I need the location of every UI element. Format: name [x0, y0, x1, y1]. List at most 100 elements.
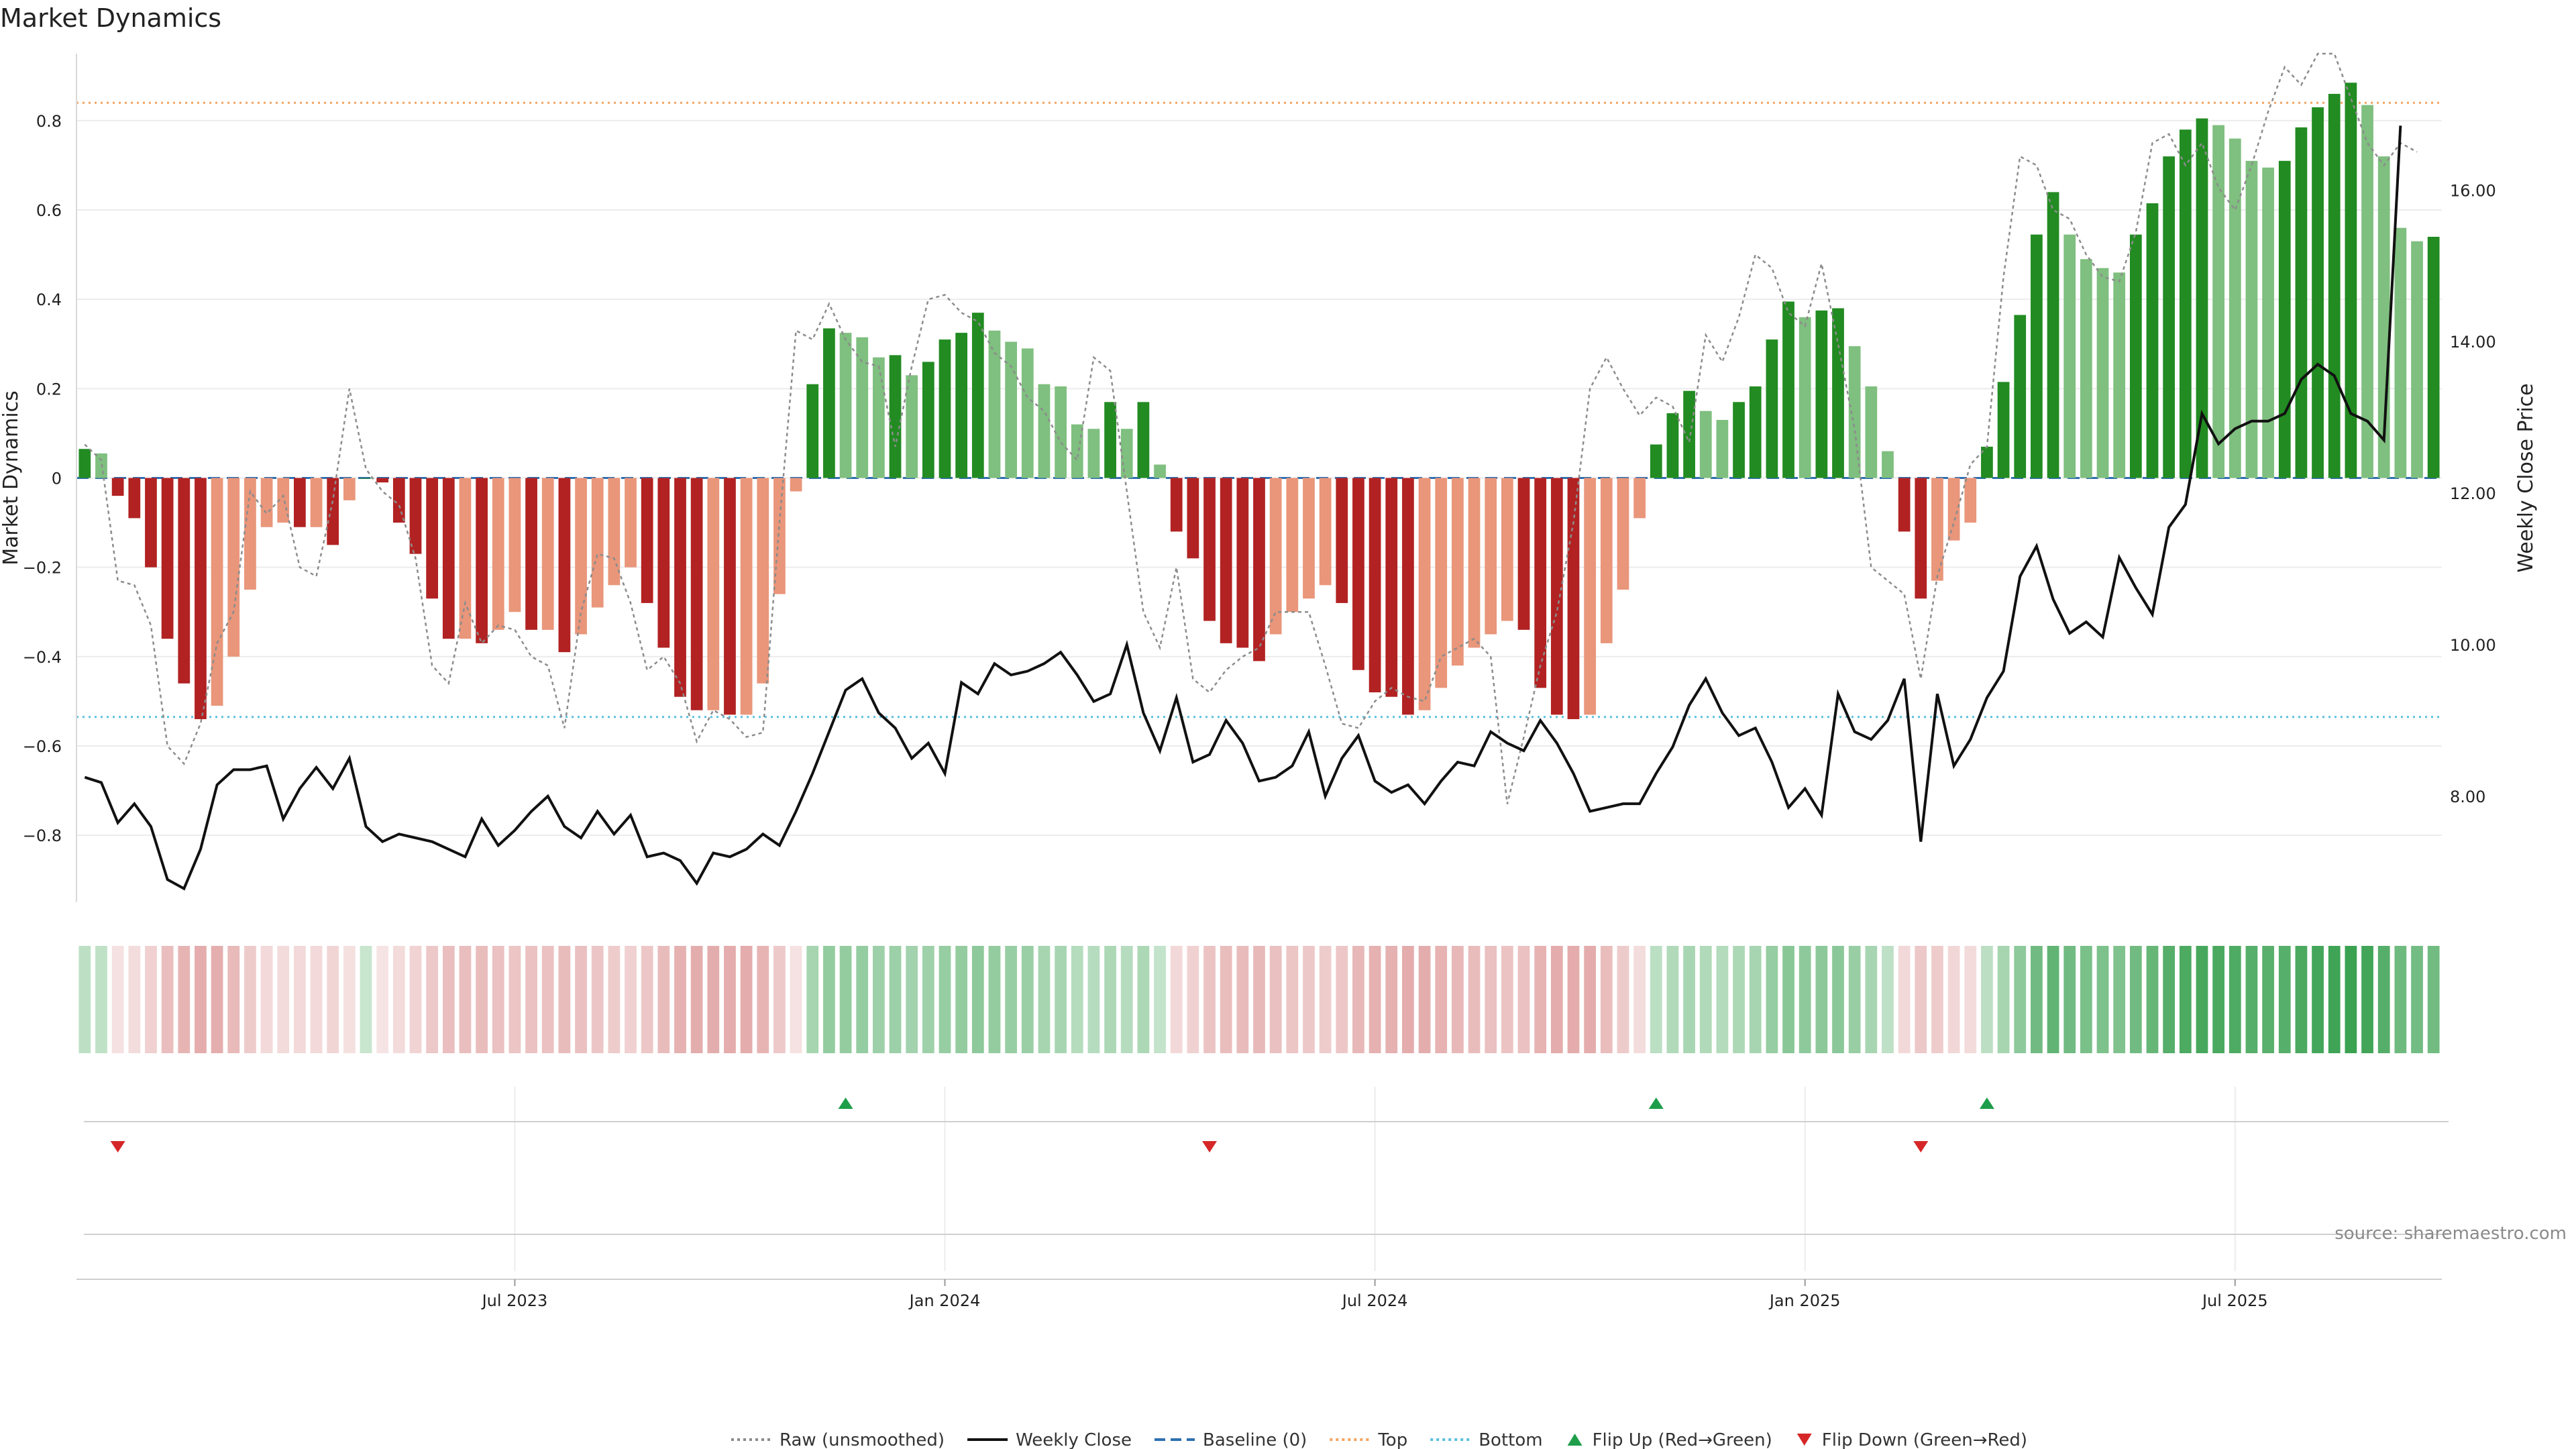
- heat-strip-cell: [1567, 946, 1580, 1053]
- heat-strip-cell: [1733, 946, 1745, 1053]
- market-dynamics-bar: [657, 478, 670, 648]
- heat-strip-cell: [1104, 946, 1116, 1053]
- heat-strip-cell: [757, 946, 769, 1053]
- market-dynamics-bar: [2031, 234, 2043, 478]
- heat-strip-cell: [293, 946, 306, 1053]
- heat-strip-cell: [1600, 946, 1613, 1053]
- flip-up-marker: [1648, 1097, 1664, 1109]
- heat-strip-cell: [1617, 946, 1629, 1053]
- heat-strip-cell: [1898, 946, 1911, 1053]
- market-dynamics-bar: [558, 478, 571, 653]
- market-dynamics-bar: [2328, 93, 2341, 478]
- heat-strip-cell: [392, 946, 405, 1053]
- market-dynamics-bar: [790, 478, 802, 492]
- market-dynamics-bar: [922, 362, 934, 478]
- heat-strip-cell: [1964, 946, 1977, 1053]
- heat-strip-cell: [409, 946, 422, 1053]
- market-dynamics-bar: [1633, 478, 1646, 519]
- heat-strip-cell: [1517, 946, 1530, 1053]
- heat-strip-cell: [988, 946, 1001, 1053]
- heat-strip-cell: [277, 946, 290, 1053]
- axes: −0.8 −0.6 −0.4 −0.2 0 0.2 0.4 0.6 0.8 8.00 10.00 12…: [0, 54, 2538, 902]
- market-dynamics-bar: [955, 333, 968, 478]
- y-tick-label: 0.2: [36, 380, 62, 398]
- heat-strip-cell: [591, 946, 604, 1053]
- heat-strip-cell: [360, 946, 372, 1053]
- heat-strip-cell: [971, 946, 984, 1053]
- heat-strip-cell: [856, 946, 869, 1053]
- market-dynamics-bar: [839, 333, 852, 478]
- heat-strip-cell: [690, 946, 703, 1053]
- market-dynamics-bar: [1501, 478, 1513, 621]
- heat-strip-cell: [773, 946, 786, 1053]
- legend-item: Raw (unsmoothed): [731, 1430, 945, 1449]
- y2-tick-label: 10.00: [2450, 636, 2496, 655]
- heat-strip-cell: [111, 946, 124, 1053]
- heat-strip-cell: [1468, 946, 1481, 1053]
- market-dynamics-bar: [2229, 138, 2241, 478]
- legend-label: Flip Up (Red→Green): [1593, 1430, 1772, 1449]
- market-dynamics-bar: [1319, 478, 1332, 586]
- flip-down-legend-icon: [1796, 1434, 1812, 1446]
- market-dynamics-bar: [971, 313, 984, 478]
- y-tick-label: 0.8: [36, 112, 62, 131]
- heat-strip-cell: [906, 946, 918, 1053]
- legend-label: Weekly Close: [1016, 1430, 1132, 1449]
- market-dynamics-bar: [1865, 386, 1878, 478]
- market-dynamics-bar: [2146, 203, 2159, 478]
- heat-strip-cell: [1187, 946, 1199, 1053]
- heat-strip-cell: [2394, 946, 2407, 1053]
- market-dynamics-bar: [988, 330, 1001, 478]
- heat-strip-cell: [2014, 946, 2027, 1053]
- heat-strip-cell: [227, 946, 240, 1053]
- heat-strip-cell: [839, 946, 852, 1053]
- heat-strip-cell: [376, 946, 389, 1053]
- x-tick-label: Jan 2024: [908, 1291, 981, 1310]
- heat-strip-cell: [1435, 946, 1448, 1053]
- market-dynamics-bar: [707, 478, 720, 710]
- market-dynamics-bar: [625, 478, 637, 568]
- heat-strip-cell: [2113, 946, 2126, 1053]
- market-dynamics-bar: [2361, 105, 2373, 478]
- market-dynamics-bar: [1898, 478, 1911, 532]
- y-tick-label: −0.4: [23, 648, 62, 667]
- heat-strip-cell: [1402, 946, 1414, 1053]
- legend: Raw (unsmoothed) Weekly Close Baseline (0)…: [731, 1430, 2027, 1449]
- heat-strip-cell: [260, 946, 273, 1053]
- legend-label: Flip Down (Green→Red): [1822, 1430, 2027, 1449]
- market-dynamics-bar: [724, 478, 736, 715]
- market-dynamics-bar: [1220, 478, 1232, 643]
- heat-strip-cell: [2278, 946, 2291, 1053]
- market-dynamics-bar: [1385, 478, 1398, 697]
- y-tick-label: −0.6: [23, 737, 62, 756]
- x-axis: Jul 2023 Jan 2024 Jul 2024 Jan 2025 Jul 2025: [76, 1279, 2442, 1310]
- flip-down-marker: [110, 1141, 125, 1152]
- heat-strip-cell: [1550, 946, 1563, 1053]
- market-dynamics-bar: [2179, 129, 2192, 478]
- market-dynamics-bar: [674, 478, 686, 697]
- market-dynamics-bar: [1964, 478, 1977, 523]
- x-tick-label: Jul 2024: [1341, 1291, 1408, 1310]
- legend-item: Top: [1330, 1430, 1407, 1449]
- heat-strip-cell: [1683, 946, 1695, 1053]
- market-dynamics-bar: [889, 355, 902, 478]
- heat-strip-cell: [195, 946, 207, 1053]
- y2-tick-label: 14.00: [2450, 333, 2496, 352]
- market-dynamics-bar: [1534, 478, 1547, 688]
- market-dynamics-bar: [1087, 429, 1100, 478]
- heat-strip-cell: [78, 946, 91, 1053]
- market-dynamics-bar: [873, 357, 885, 478]
- heat-strip-cell: [442, 946, 455, 1053]
- heat-strip-cell: [1666, 946, 1679, 1053]
- market-dynamics-bar: [442, 478, 455, 639]
- heat-strip-cell: [790, 946, 802, 1053]
- heat-strip-cell: [1303, 946, 1315, 1053]
- market-dynamics-bar: [1352, 478, 1364, 670]
- heat-strip-cell: [641, 946, 653, 1053]
- market-dynamics-bar: [1154, 464, 1166, 478]
- market-dynamics-bar: [1187, 478, 1199, 559]
- market-dynamics-bar: [690, 478, 703, 710]
- heat-strip-cell: [1947, 946, 1960, 1053]
- market-dynamics-bar: [740, 478, 753, 715]
